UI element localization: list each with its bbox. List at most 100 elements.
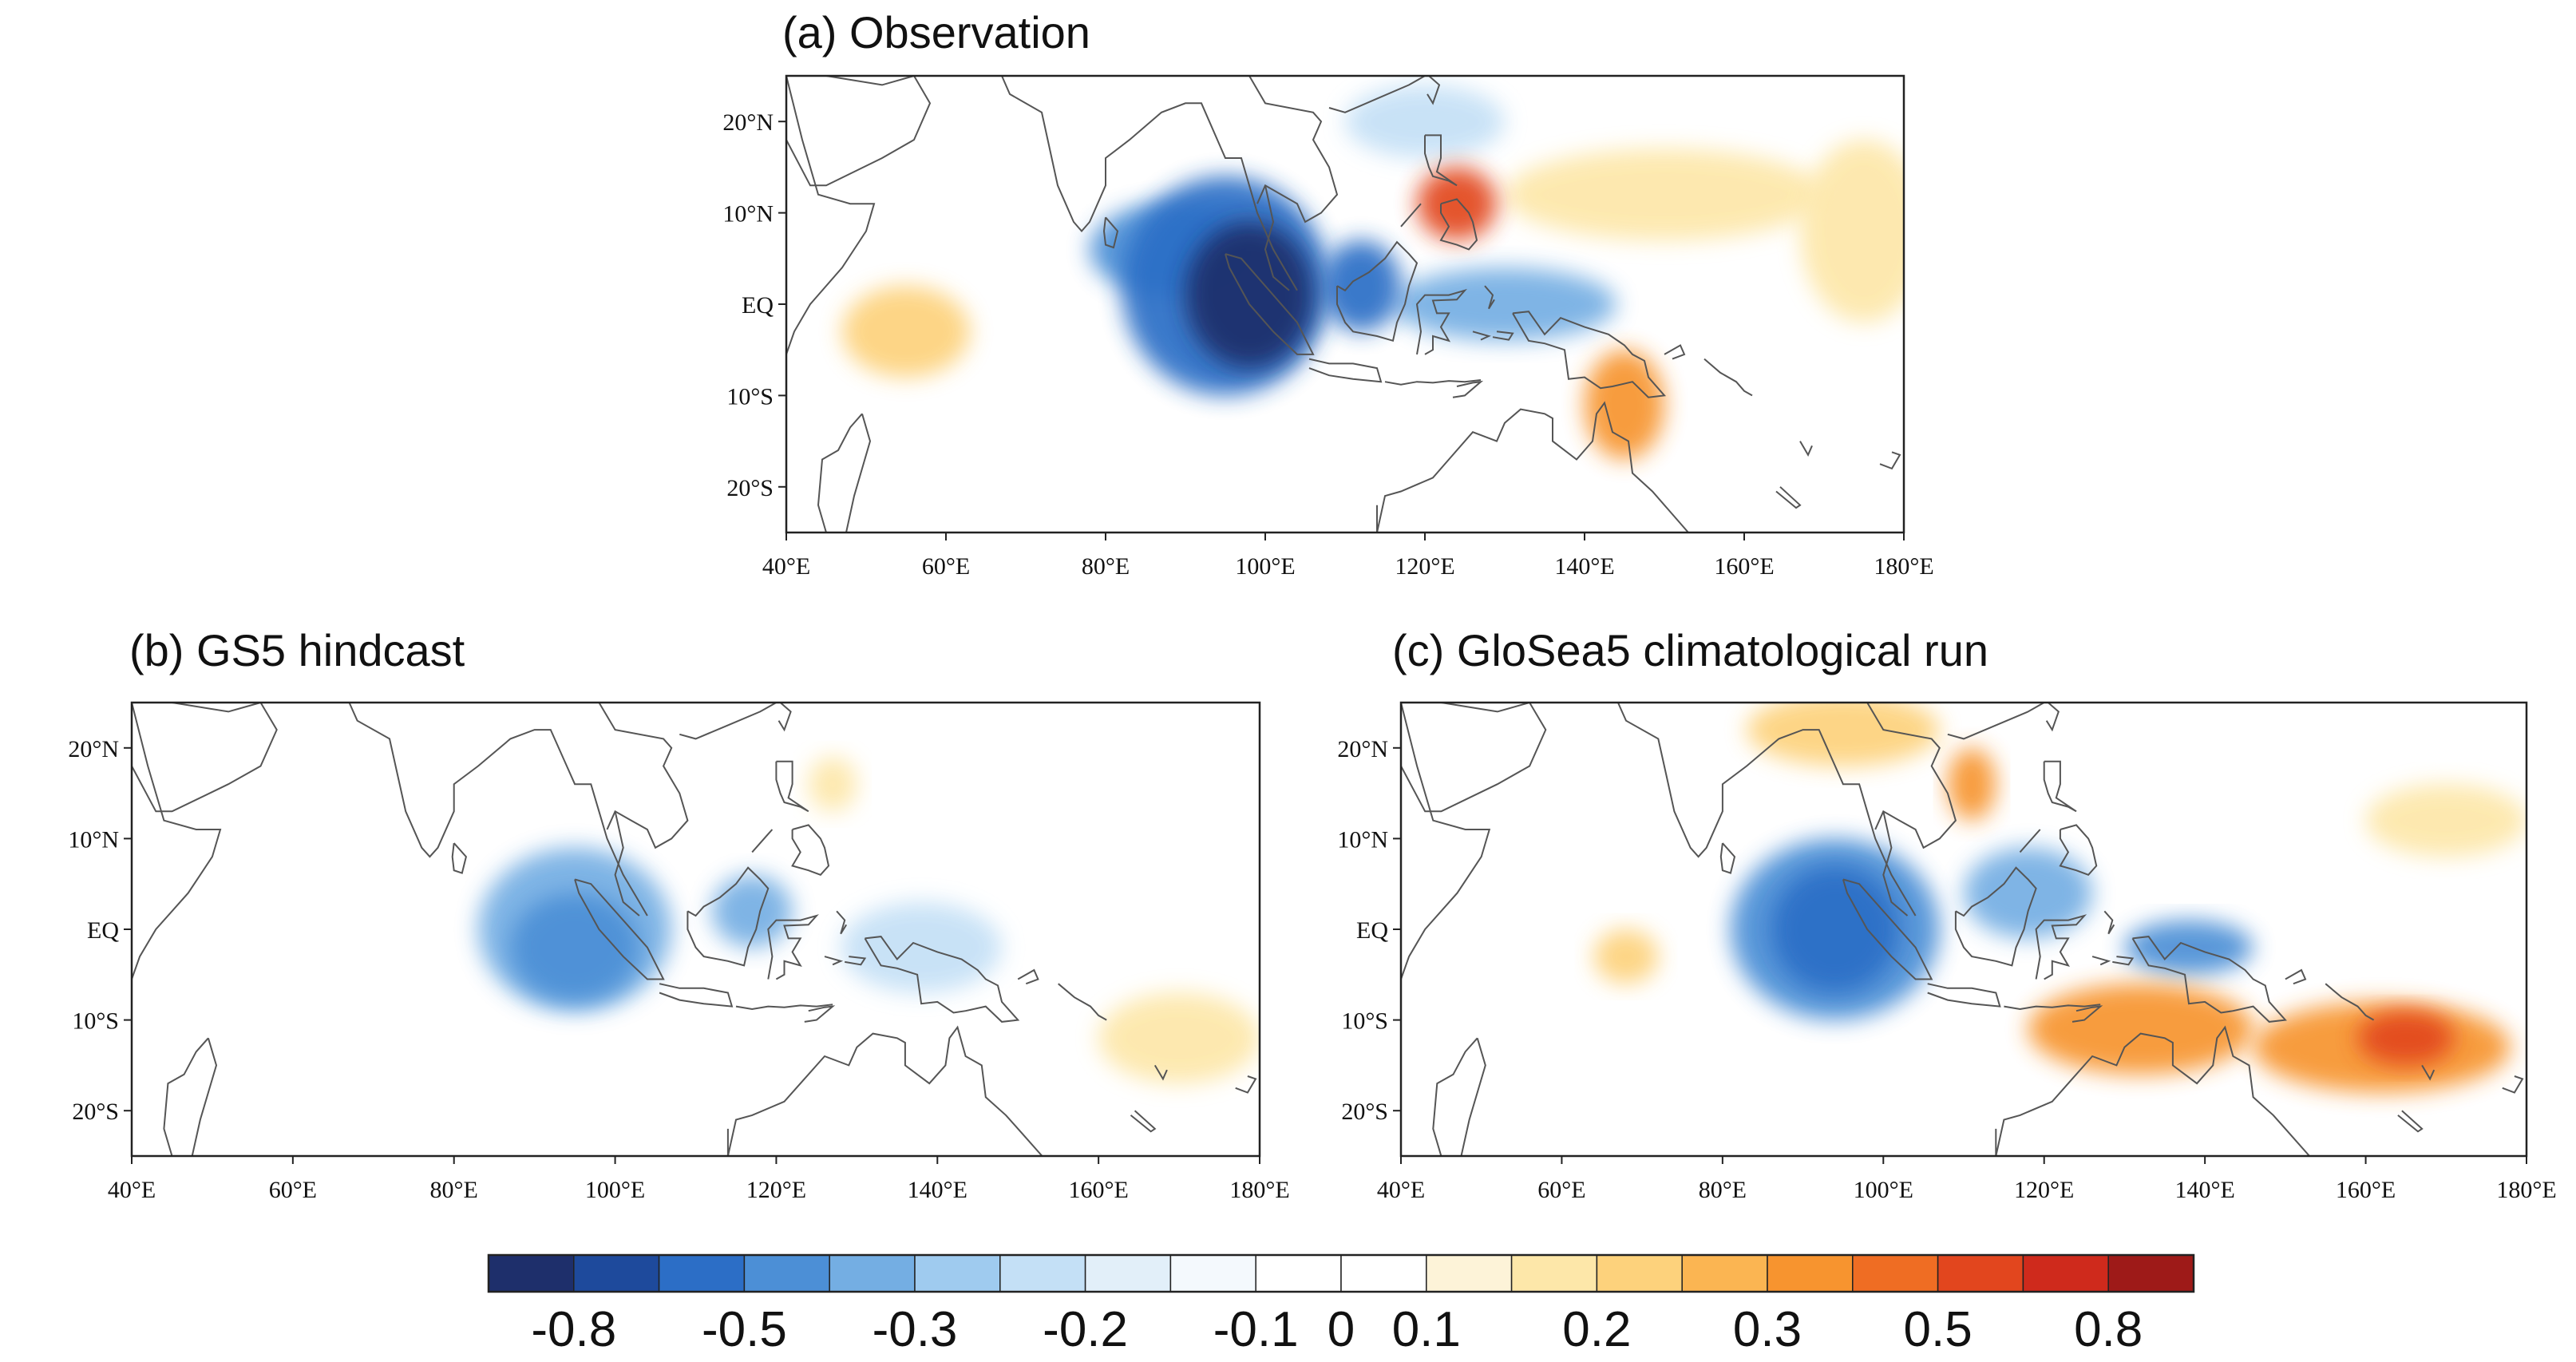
coastline [2112,956,2135,966]
coastline [2325,983,2375,1021]
lat-tick-label: 10°N [68,826,119,853]
coastline [2045,703,2060,732]
lat-tick-label: 20°N [722,109,774,136]
coastline [1432,1037,1486,1156]
coastline [679,703,777,740]
colorbar-swatch [1767,1254,1854,1293]
lat-tick-label: 20°S [1341,1099,1388,1125]
coastline [804,1005,836,1023]
coastline [836,910,848,935]
coastline [1248,76,1339,224]
panel-c-title: (c) GloSea5 climatological run [1392,625,1988,675]
lat-tick-label: 20°N [1337,736,1388,762]
colorbar-swatch [1596,1254,1683,1293]
anomaly-contour [2028,984,2254,1075]
coastline [1384,379,1482,386]
lon-tick-label: 60°E [269,1177,317,1203]
coastline [2421,1064,2436,1081]
coastline [1058,983,1107,1021]
coastline [1719,842,1736,874]
lat-tick-label: 10°S [72,1008,119,1035]
coastlines [1401,703,2524,1156]
map-background [132,703,1260,1156]
colorbar-label: 0 [1328,1302,1355,1357]
anomaly-contour [1585,350,1664,460]
lat-tick-label: 10°N [1337,826,1388,853]
coastline [1866,703,1957,849]
anomaly-contour [1964,847,2093,939]
coastline [1947,703,2045,740]
map-a: 40°E 60°E 80°E 100°E 120°E 140°E 160°E 180°E 20°… [722,74,1934,580]
coastline [163,1037,218,1156]
lon-tick-label: 160°E [1714,553,1774,580]
coastline [1153,1064,1168,1081]
coastline [598,703,689,849]
colorbar-label: -0.1 [1213,1302,1299,1357]
anomaly-contour [1505,148,1824,240]
coastline [2004,1004,2101,1011]
lat-tick-label: EQ [87,917,119,944]
coastline [1336,240,1419,342]
anomaly-contour [2357,1011,2455,1066]
panel-b-title: (b) GS5 hindcast [129,625,465,675]
colorbar-swatch [999,1254,1086,1293]
colorbar-swatch [2107,1254,2194,1293]
anomaly-contour [1185,222,1313,369]
lon-tick-label: 60°E [1537,1177,1585,1203]
colorbar-swatch [2022,1254,2109,1293]
lat-tick-label: 20°N [68,736,119,762]
colorbar-swatch [829,1254,916,1293]
lon-tick-label: 120°E [746,1177,806,1203]
colorbar-swatch [1852,1254,1939,1293]
anomaly-field [477,757,1260,1084]
coastline [2502,1075,2524,1094]
colorbar-label: 0.2 [1562,1302,1631,1357]
lat-tick-label: EQ [1356,917,1388,944]
colorbar-label: -0.5 [702,1302,787,1357]
colorbar-swatch [1084,1254,1172,1293]
coastline [1001,76,1298,291]
anomaly-contour [1947,747,1996,821]
coastline [1102,216,1119,249]
colorbar-swatch [1937,1254,2024,1293]
colorbar-frame [487,1253,2195,1293]
coastline [348,703,648,917]
coastline [1799,441,1813,457]
lon-tick-label: 100°E [1235,553,1295,580]
lat-tick-label: 10°S [726,383,774,410]
lon-tick-label: 100°E [585,1177,645,1203]
coastline [1439,198,1478,251]
coastline [659,983,734,1008]
coastline [786,76,876,452]
lon-tick-label: 80°E [1699,1177,1747,1203]
coastline [2103,910,2115,935]
lon-tick-label: 60°E [922,553,970,580]
coastline [735,1004,833,1011]
anomaly-contour [1771,865,1900,993]
coastline [1424,134,1458,187]
coastline [1882,811,1909,917]
lon-tick-label: 40°E [108,1177,156,1203]
coastline [1426,76,1441,105]
colorbar-swatch [1510,1254,1598,1293]
colorbar-label: 0.1 [1392,1302,1461,1357]
coastline [2035,914,2087,980]
coastline [1452,380,1484,398]
lon-tick-label: 80°E [430,1177,478,1203]
coastline [1484,285,1495,310]
map-b: 40°E 60°E 80°E 100°E 120°E 140°E 160°E 180°E 20°… [68,701,1290,1203]
coastline [1775,486,1802,509]
coastline [2043,760,2077,813]
lon-tick-label: 120°E [1395,553,1454,580]
colorbar: -0.8 -0.5 -0.3 -0.2 -0.1 0 0.1 0.2 0.3 0.5 0.8 [487,1253,2195,1357]
coastline [451,842,467,874]
coastline [845,956,867,966]
coastline [1130,1110,1157,1133]
coastline [817,413,872,533]
lon-tick-label: 40°E [762,553,810,580]
coastline [1703,358,1753,397]
colorbar-label: -0.2 [1043,1302,1128,1357]
anomaly-contour [711,874,793,948]
coastline [1927,983,2001,1008]
coastline [687,866,770,967]
